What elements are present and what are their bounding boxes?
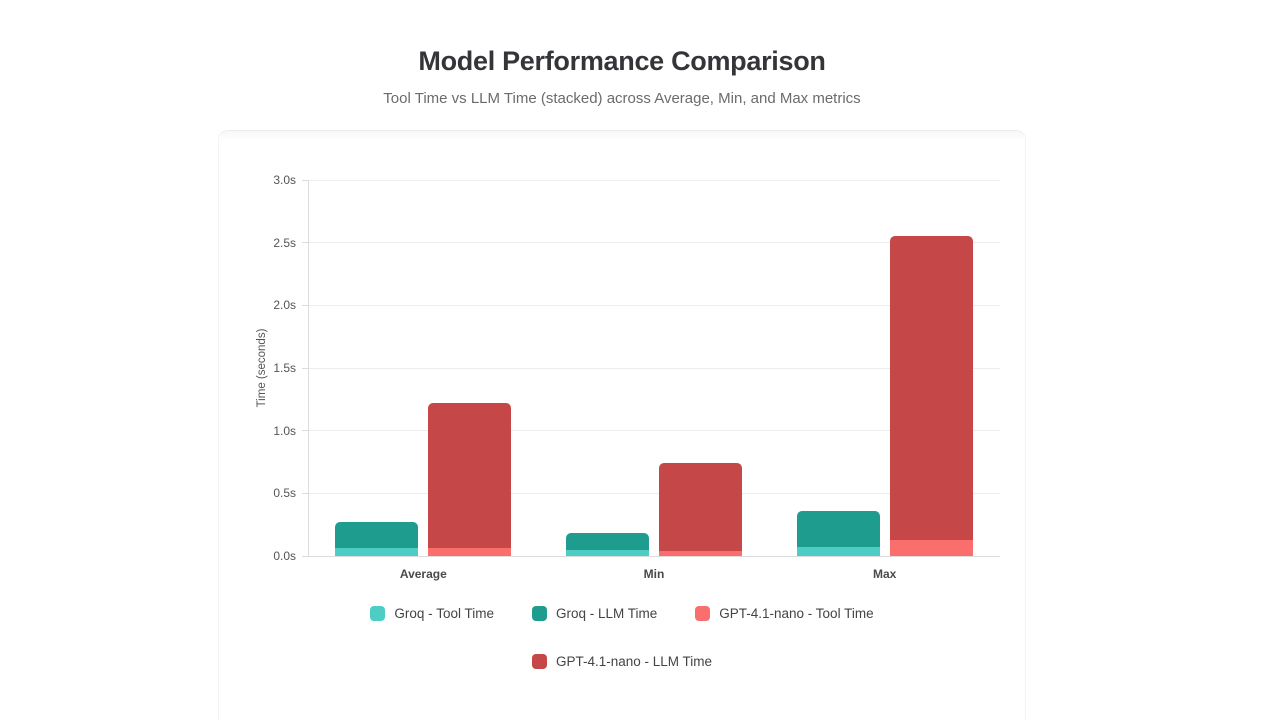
x-category-label: Average xyxy=(399,567,447,581)
y-tick-mark xyxy=(302,555,308,557)
y-tick-label: 1.0s xyxy=(273,423,296,438)
legend-swatch-icon xyxy=(695,605,711,621)
gridline xyxy=(308,367,1000,369)
legend-swatch-icon xyxy=(531,605,547,621)
bar-min-gpt-4.1-nano-llm-time[interactable] xyxy=(659,463,742,551)
chart-panel: Model Performance Comparison Tool Time v… xyxy=(218,0,1026,720)
bar-max-gpt-4.1-nano-llm-time[interactable] xyxy=(889,236,973,540)
y-tick-label: 0.5s xyxy=(273,486,296,501)
legend-item-groq-tool-time[interactable]: Groq - Tool Time xyxy=(370,605,494,621)
y-tick-mark xyxy=(302,179,308,181)
y-tick-label: 2.0s xyxy=(273,298,296,313)
legend-label: GPT-4.1-nano - Tool Time xyxy=(719,605,874,621)
bar-min-groq-tool-time[interactable] xyxy=(566,549,649,556)
y-tick-label: 3.0s xyxy=(273,173,296,187)
bar-average-groq-tool-time[interactable] xyxy=(335,548,419,556)
gridline xyxy=(308,179,1000,181)
y-tick-label: 1.5s xyxy=(273,361,296,375)
y-tick-mark xyxy=(302,430,308,432)
gridline xyxy=(308,242,1000,244)
y-axis-title: Time (seconds) xyxy=(256,328,268,408)
chart-subtitle: Tool Time vs LLM Time (stacked) across A… xyxy=(383,90,861,107)
legend-row: Groq - Tool Time Groq - LLM Time GPT-4.1-n… xyxy=(228,603,1016,623)
x-category-label: Min xyxy=(643,567,665,581)
y-tick-mark xyxy=(302,492,308,494)
y-tick-label: 0.0s xyxy=(273,549,296,563)
bar-min-gpt-4.1-nano-tool-time[interactable] xyxy=(659,550,742,556)
bar-min-groq-llm-time[interactable] xyxy=(566,533,649,550)
legend-swatch-icon xyxy=(370,605,386,621)
bar-average-gpt-4.1-nano-llm-time[interactable] xyxy=(428,403,512,549)
bar-max-groq-tool-time[interactable] xyxy=(796,547,880,556)
x-axis-line xyxy=(308,555,1000,557)
y-tick-label: 2.5s xyxy=(273,235,296,250)
legend-label: Groq - Tool Time xyxy=(394,605,494,621)
gridline xyxy=(308,492,1000,494)
y-tick-mark xyxy=(302,367,308,369)
y-tick-mark xyxy=(302,304,308,306)
legend-label: Groq - LLM Time xyxy=(555,605,658,621)
x-category-label: Max xyxy=(872,567,897,581)
legend-swatch-icon xyxy=(531,653,547,669)
gridline xyxy=(308,430,1000,432)
legend-row: GPT-4.1-nano - LLM Time xyxy=(228,651,1016,671)
legend-item-gpt-4.1-nano-llm-time[interactable]: GPT-4.1-nano - LLM Time xyxy=(531,653,713,669)
gridline xyxy=(308,304,1000,306)
legend-item-groq-llm-time[interactable]: Groq - LLM Time xyxy=(531,605,658,621)
chart-title: Model Performance Comparison xyxy=(418,46,826,76)
legend-item-gpt-4.1-nano-tool-time[interactable]: GPT-4.1-nano - Tool Time xyxy=(695,605,874,621)
bar-max-gpt-4.1-nano-tool-time[interactable] xyxy=(889,539,973,556)
bar-average-gpt-4.1-nano-tool-time[interactable] xyxy=(428,548,512,556)
legend-label: GPT-4.1-nano - LLM Time xyxy=(555,653,713,669)
bar-average-groq-llm-time[interactable] xyxy=(335,522,419,549)
y-axis-line xyxy=(308,180,309,556)
y-tick-mark xyxy=(302,242,308,244)
bar-max-groq-llm-time[interactable] xyxy=(796,510,880,548)
